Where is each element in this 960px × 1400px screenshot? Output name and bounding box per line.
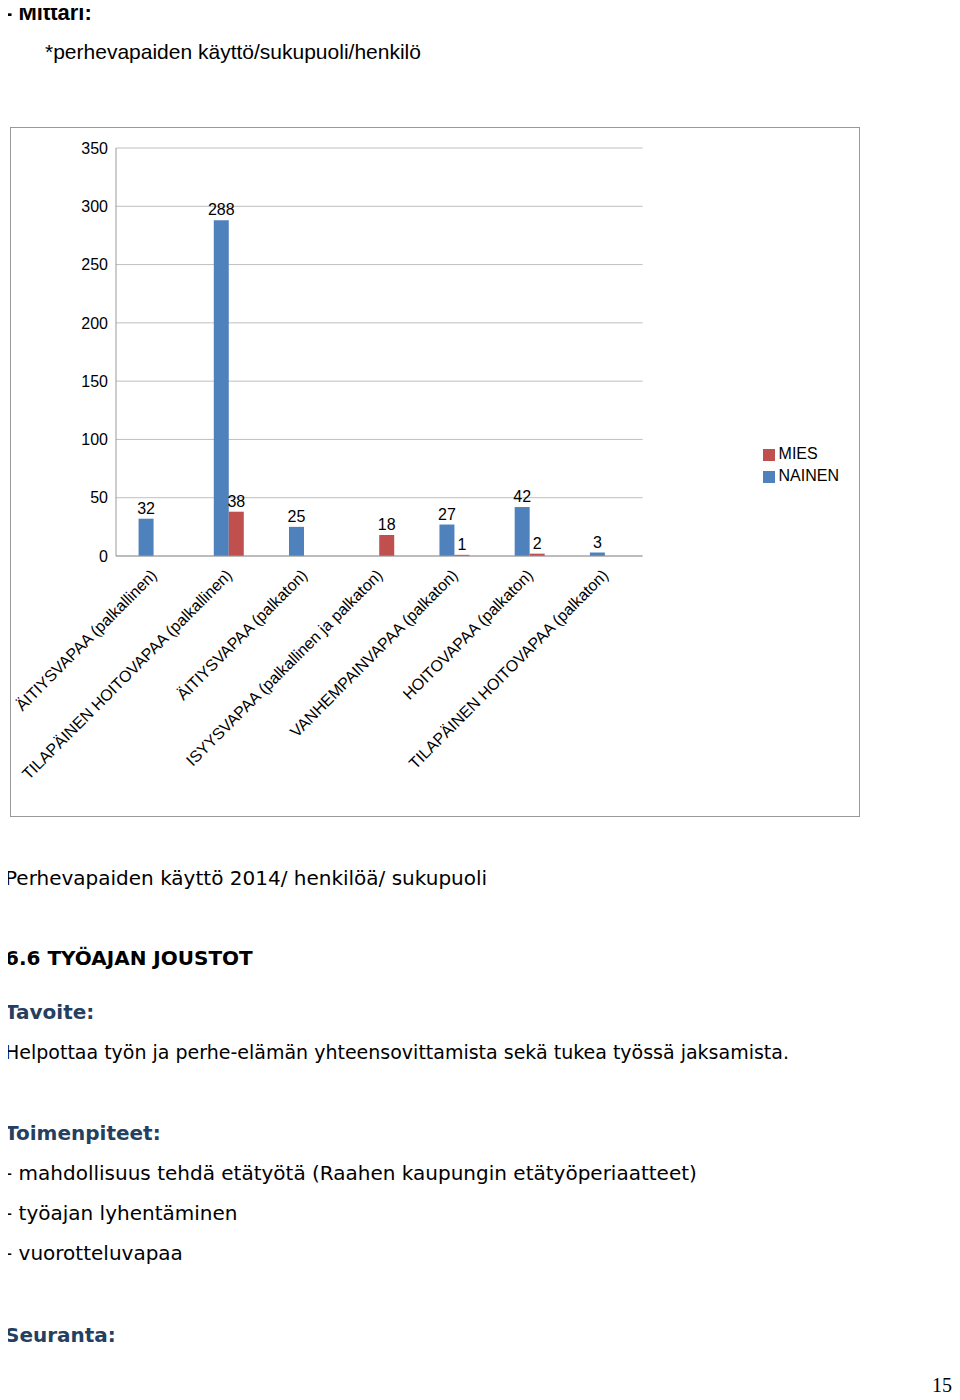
svg-text:VANHEMPAINVAPAA (palkaton): VANHEMPAINVAPAA (palkaton): [287, 566, 461, 740]
svg-text:250: 250: [81, 256, 108, 273]
svg-text:HOITOVAPAA (palkaton): HOITOVAPAA (palkaton): [400, 566, 537, 703]
svg-text:ÄITIYSVAPAA (palkaton): ÄITIYSVAPAA (palkaton): [174, 566, 311, 703]
svg-text:50: 50: [90, 489, 108, 506]
svg-text:ISYYSVAPAA (palkallinen ja pal: ISYYSVAPAA (palkallinen ja palkaton): [182, 566, 386, 770]
svg-text:25: 25: [288, 508, 306, 525]
svg-text:200: 200: [81, 315, 108, 332]
html-text:15: 15: [932, 1374, 952, 1396]
html-text:- mahdollisuus tehdä etätyötä: - mahdollisuus tehdä etätyötä (Raahen ka…: [5, 1161, 697, 1185]
svg-text:ÄITIYSVAPAA (palkallinen): ÄITIYSVAPAA (palkallinen): [13, 566, 160, 713]
svg-text:38: 38: [227, 493, 245, 510]
svg-text:1: 1: [457, 536, 466, 553]
svg-text:300: 300: [81, 198, 108, 215]
html-text:Perhevapaiden käyttö 2014/ hen: Perhevapaiden käyttö 2014/ henkilöä/ suk…: [5, 866, 488, 890]
svg-text:TILAPÄINEN HOITOVAPAA (palkato: TILAPÄINEN HOITOVAPAA (palkaton): [406, 566, 612, 772]
svg-text:0: 0: [99, 548, 108, 565]
html-text:- vuorotteluvapaa: - vuorotteluvapaa: [5, 1241, 183, 1265]
svg-text:350: 350: [81, 140, 108, 157]
svg-text:18: 18: [378, 516, 396, 533]
svg-text:TILAPÄINEN HOITOVAPAA (palkall: TILAPÄINEN HOITOVAPAA (palkallinen): [18, 566, 236, 783]
html-text:Helpottaa työn ja perhe-elämän: Helpottaa työn ja perhe-elämän yhteensov…: [5, 1041, 789, 1063]
svg-text:2: 2: [533, 535, 542, 552]
svg-text:27: 27: [438, 506, 456, 523]
html-text:Tavoite:: Tavoite:: [5, 1000, 95, 1024]
svg-text:32: 32: [137, 500, 155, 517]
html-text:NAINEN: NAINEN: [778, 467, 839, 484]
svg-text:3: 3: [593, 534, 602, 551]
html-text:6.6 TYÖAJAN JOUSTOT: 6.6 TYÖAJAN JOUSTOT: [5, 946, 253, 970]
html-text:MIES: MIES: [778, 445, 818, 462]
html-text:- työajan lyhentäminen: - työajan lyhentäminen: [5, 1201, 238, 1225]
svg-text:150: 150: [81, 373, 108, 390]
svg-text:42: 42: [513, 488, 531, 505]
svg-text:288: 288: [208, 201, 235, 218]
html-text:*perhevapaiden käyttö/sukupuol: *perhevapaiden käyttö/sukupuoli/henkilö: [45, 40, 421, 63]
html-text:Seuranta:: Seuranta:: [5, 1323, 116, 1347]
html-text:Toimenpiteet:: Toimenpiteet:: [5, 1121, 161, 1145]
svg-text:100: 100: [81, 431, 108, 448]
html-text:- Mittari:: - Mittari:: [5, 0, 92, 25]
